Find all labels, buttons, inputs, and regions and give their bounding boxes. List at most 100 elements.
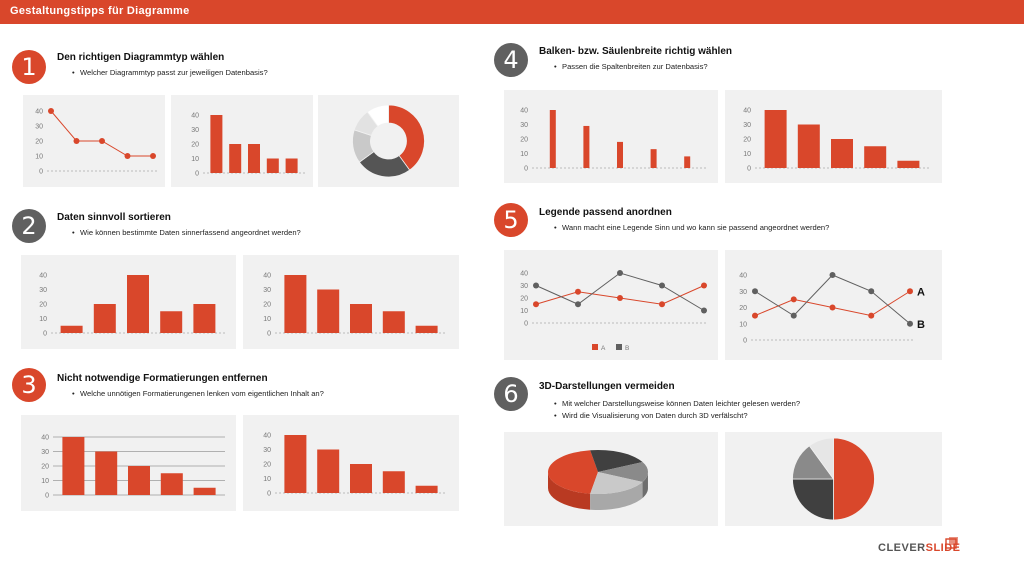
y-tick-label: 20 (41, 464, 49, 471)
y-tick-label: 30 (743, 122, 751, 129)
data-point (829, 272, 836, 278)
bar (549, 110, 556, 168)
y-tick-label: 10 (191, 156, 199, 163)
chart-s5-legend: 0 10 20 30 40 A B (520, 270, 708, 352)
bar (764, 110, 787, 168)
panel-s4-wide: 0 10 20 30 40 (725, 90, 942, 183)
data-point (701, 307, 707, 314)
y-tick-label: 10 (520, 308, 528, 315)
bar (285, 158, 298, 173)
section-number-3: 3 (12, 368, 46, 402)
y-tick-label: 30 (191, 127, 199, 134)
y-tick-label: 0 (267, 331, 271, 338)
bar (128, 466, 150, 495)
chart-s1-bar: 0 10 20 30 40 (191, 113, 305, 178)
legend-swatch (616, 344, 622, 350)
series-line (535, 272, 705, 311)
section-title-1: Den richtigen Diagrammtyp wählen (57, 52, 225, 63)
chart-s1-line: 0 10 20 30 40 (35, 108, 157, 176)
panel-s1-bar: 0 10 20 30 40 (171, 95, 313, 187)
y-tick-label: 30 (263, 447, 271, 454)
logo-part-1: CLEVER (878, 542, 926, 554)
section-title-2: Daten sinnvoll sortieren (57, 212, 171, 223)
bar (95, 451, 118, 495)
data-point (99, 138, 105, 144)
bar (60, 325, 83, 333)
bar (62, 437, 85, 495)
y-tick-label: 40 (739, 273, 747, 280)
y-tick-label: 30 (520, 283, 528, 290)
chart-s3-clean: 0 10 20 30 40 (263, 433, 447, 498)
chart-s2-unsorted: 0 10 20 30 40 (39, 273, 225, 338)
y-tick-label: 0 (524, 166, 528, 173)
bar (266, 158, 279, 173)
pie-slice (792, 478, 834, 521)
legend-swatch (592, 344, 598, 350)
section-title-3: Nicht notwendige Formatierungen entferne… (57, 373, 268, 384)
y-tick-label: 40 (41, 435, 49, 442)
y-tick-label: 40 (191, 113, 199, 120)
y-tick-label: 40 (263, 433, 271, 440)
y-tick-label: 30 (41, 449, 49, 456)
pie-3d-slice (590, 450, 643, 472)
bar (583, 125, 590, 168)
y-tick-label: 10 (35, 154, 43, 161)
bar (193, 304, 216, 333)
bar (617, 141, 623, 168)
bar (797, 124, 820, 168)
y-tick-label: 40 (39, 273, 47, 280)
chart-s4-wide: 0 10 20 30 40 (743, 108, 929, 173)
y-tick-label: 40 (743, 108, 751, 115)
y-tick-label: 20 (739, 305, 747, 312)
section-bullet-2-1: Wie können bestimmte Daten sinnerfassend… (72, 228, 301, 237)
data-point (752, 312, 758, 319)
section-number-4: 4 (494, 43, 528, 77)
series-direct-label: A (917, 286, 925, 298)
data-point (907, 320, 913, 327)
pie-3d-slice (548, 450, 598, 494)
data-point (73, 138, 80, 144)
logo-mark-icon (945, 537, 958, 549)
y-tick-label: 30 (39, 287, 47, 294)
section-title-5: Legende passend anordnen (539, 207, 672, 218)
y-tick-label: 30 (35, 124, 43, 131)
bar (415, 325, 438, 333)
data-point (701, 282, 707, 289)
section-number-2: 2 (12, 209, 46, 243)
section-title-4: Balken- bzw. Säulenbreite richtig wählen (539, 46, 733, 57)
y-tick-label: 20 (743, 137, 751, 144)
chart-s5-labels: 0 10 20 30 40 A B (739, 272, 925, 345)
y-tick-label: 20 (39, 302, 47, 309)
pie-3d-side (548, 472, 591, 510)
y-tick-label: 0 (524, 321, 528, 328)
y-tick-label: 10 (263, 476, 271, 483)
y-tick-label: 20 (520, 296, 528, 303)
section-bullet-6-1: Mit welcher Darstellungsweise können Dat… (554, 399, 800, 408)
data-point (575, 301, 581, 308)
bar (127, 275, 149, 333)
bar (317, 449, 340, 493)
bar (382, 311, 405, 333)
data-point (533, 301, 539, 308)
legend-label: A (601, 345, 606, 352)
series-direct-label: B (917, 319, 925, 331)
data-point (907, 288, 913, 295)
chart-s4-thin: 0 10 20 30 40 (520, 108, 708, 173)
bar (229, 144, 242, 173)
y-tick-label: 20 (263, 462, 271, 469)
section-bullet-5-1: Wann macht eine Legende Sinn und wo kann… (554, 223, 829, 232)
panel-s4-thin: 0 10 20 30 40 (504, 90, 718, 183)
y-tick-label: 0 (267, 491, 271, 498)
bar (193, 487, 216, 495)
pie-3d-slice (598, 462, 648, 482)
data-point (150, 153, 156, 159)
y-tick-label: 10 (41, 478, 49, 485)
bar (350, 464, 372, 493)
bar (160, 473, 183, 495)
pie-slice (388, 104, 425, 171)
y-tick-label: 0 (195, 171, 199, 178)
chart-s1-donut (352, 104, 425, 178)
pie-slice (366, 104, 389, 127)
bar (684, 156, 691, 168)
bar (210, 115, 223, 173)
